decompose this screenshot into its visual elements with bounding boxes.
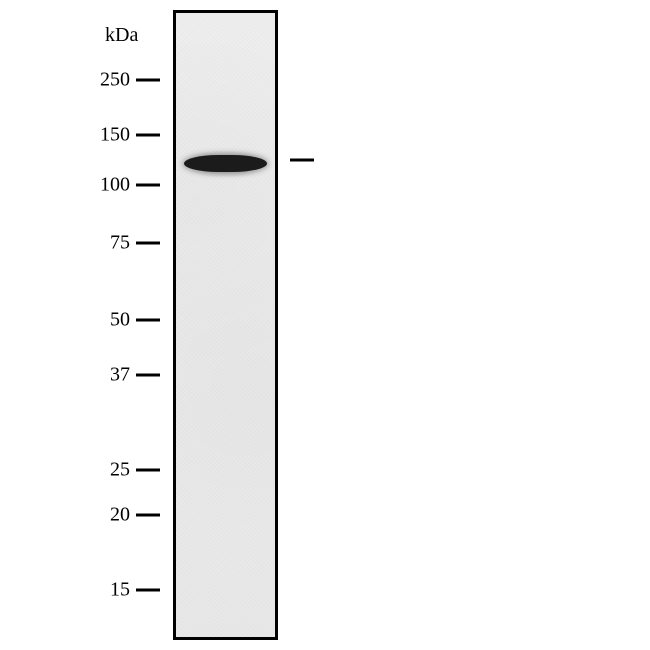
tick-label: 20 (110, 504, 130, 527)
western-blot-figure: kDa 250 150 100 75 50 37 25 (0, 0, 650, 650)
tick-label: 100 (100, 174, 130, 197)
lane-background (176, 13, 275, 637)
primary-band (184, 155, 267, 172)
tick-label: 37 (110, 364, 130, 387)
tick-mark (136, 589, 160, 592)
target-band-indicator (290, 159, 314, 162)
tick-mark (136, 79, 160, 82)
tick-mark (136, 319, 160, 322)
tick-label: 75 (110, 232, 130, 255)
tick-label: 50 (110, 309, 130, 332)
tick-mark (136, 134, 160, 137)
tick-mark (136, 469, 160, 472)
tick-label: 250 (100, 69, 130, 92)
tick-label: 150 (100, 124, 130, 147)
tick-mark (136, 242, 160, 245)
tick-mark (136, 374, 160, 377)
tick-mark (136, 184, 160, 187)
tick-label: 25 (110, 459, 130, 482)
blot-lane (173, 10, 278, 640)
tick-mark (136, 514, 160, 517)
tick-label: 15 (110, 579, 130, 602)
axis-unit-label: kDa (105, 24, 138, 47)
